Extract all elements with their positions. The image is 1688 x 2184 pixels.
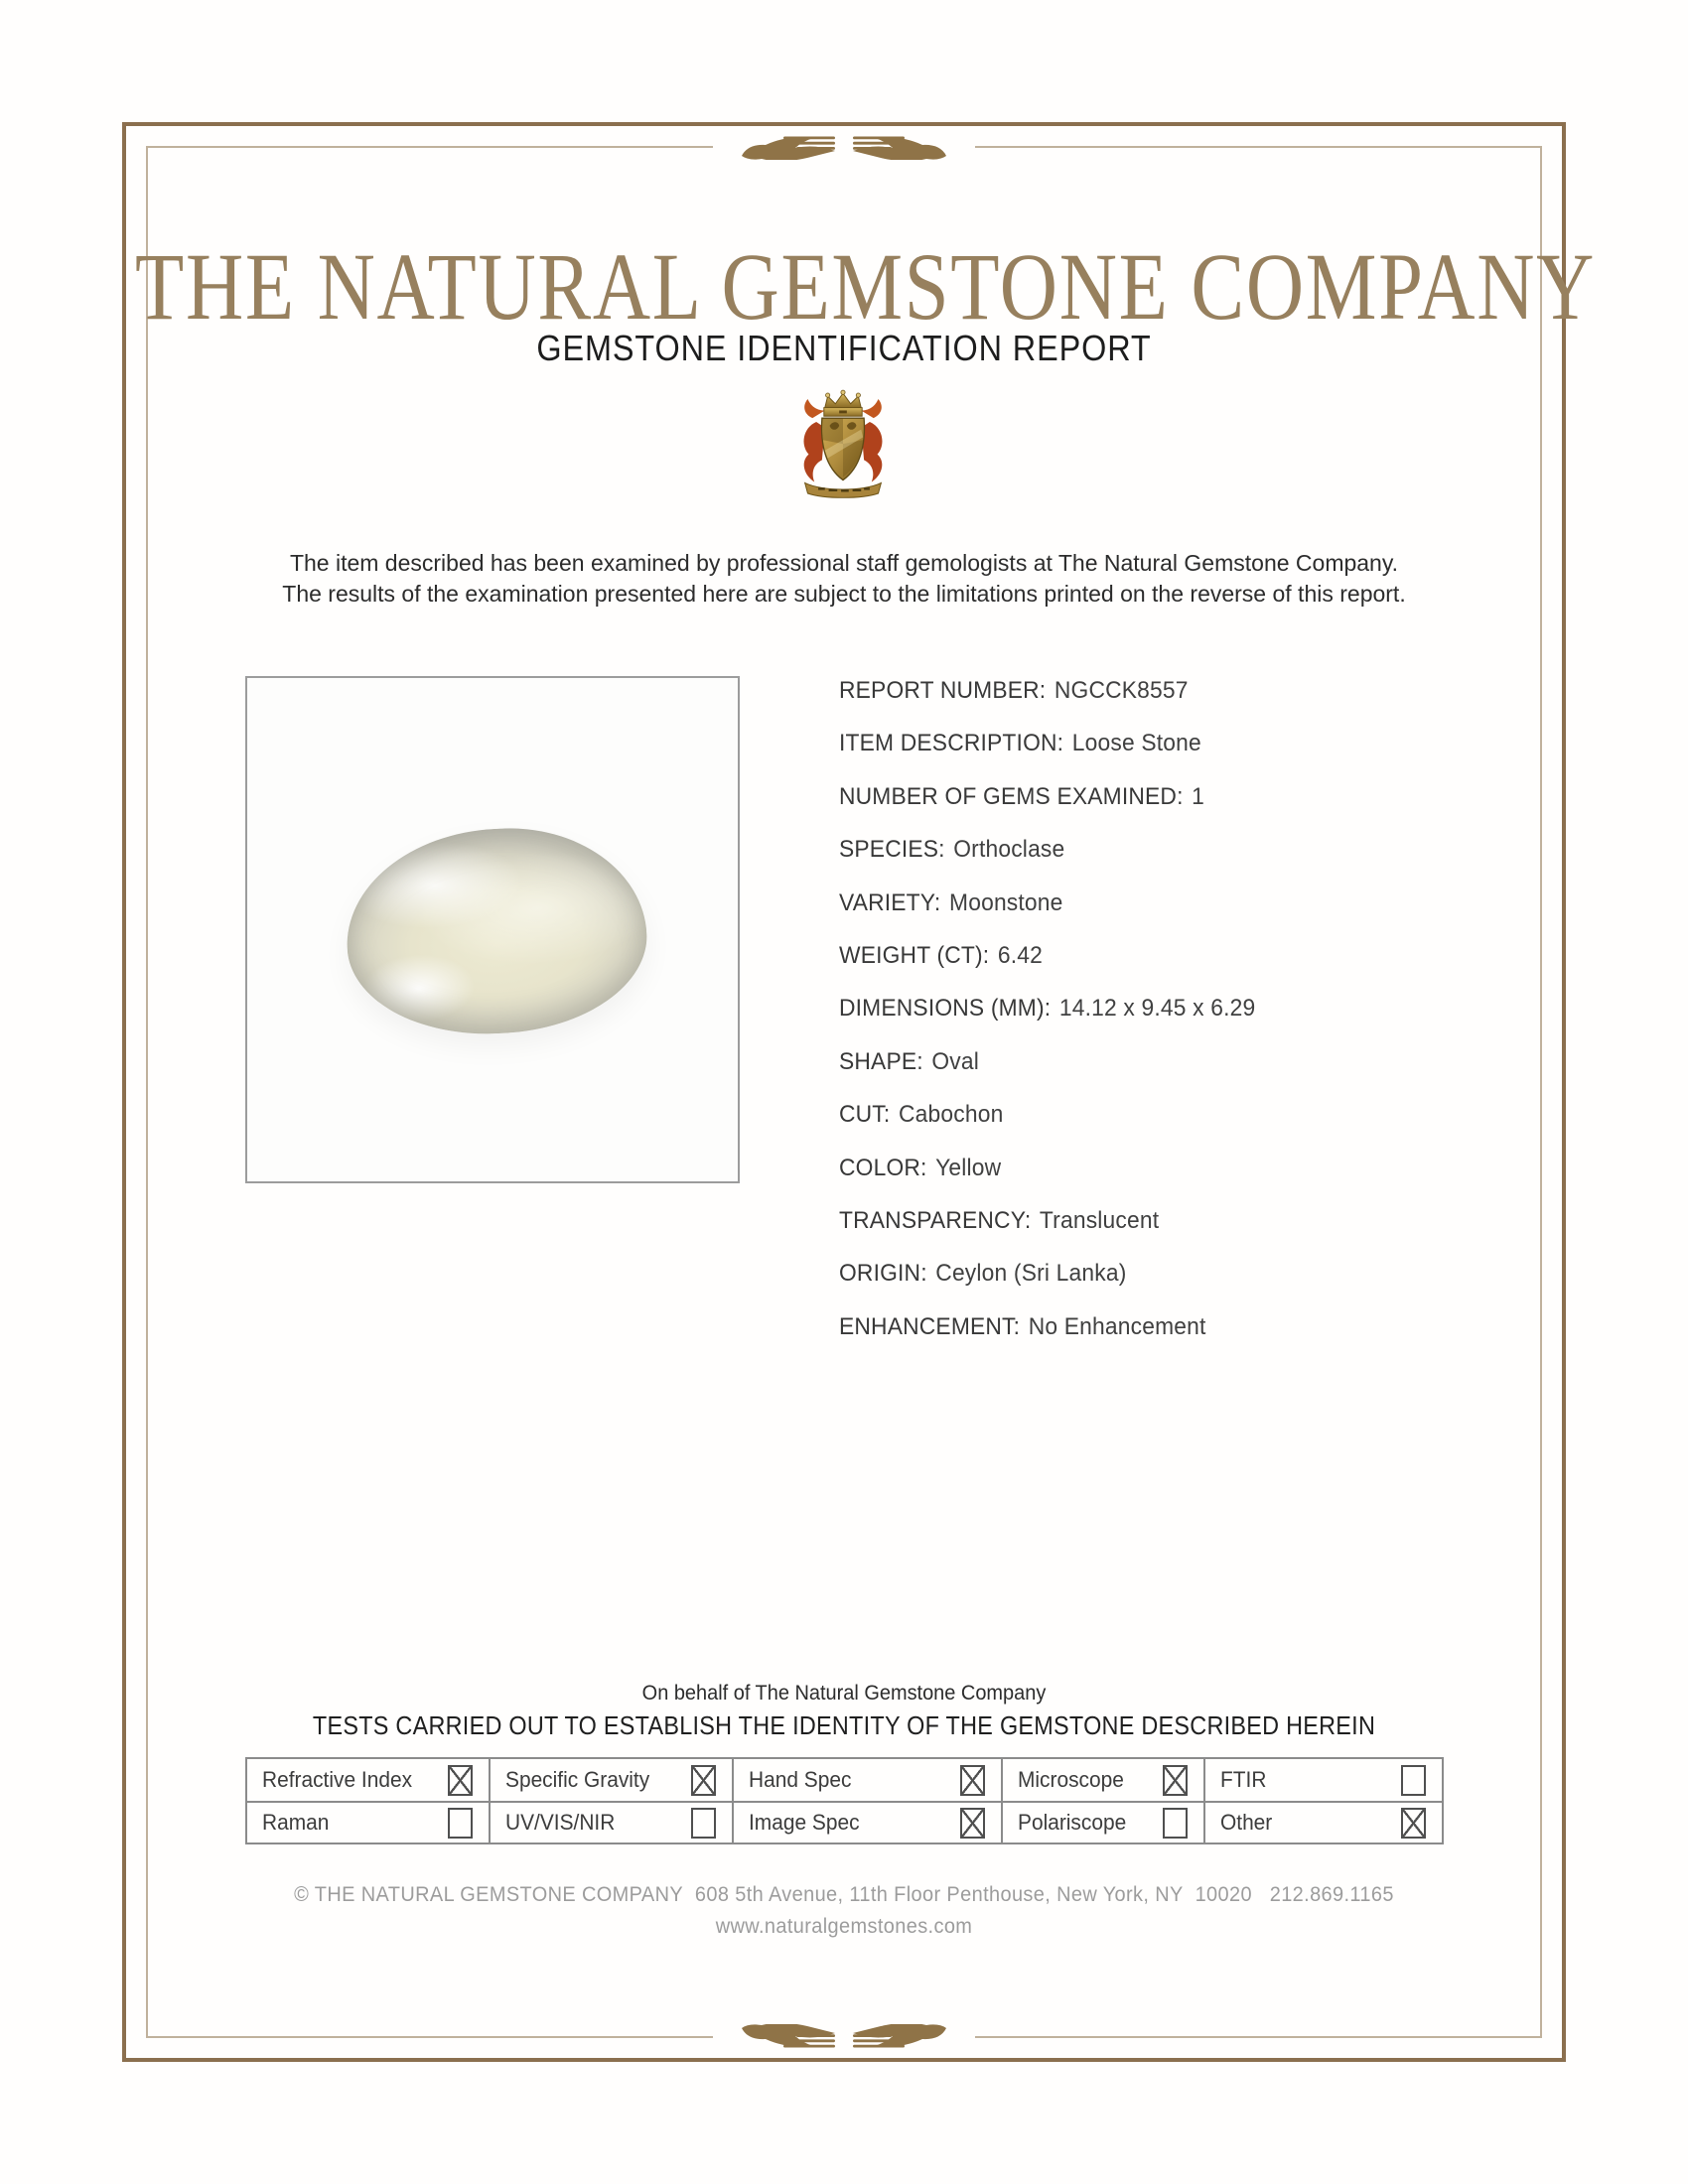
- detail-value: Oval: [931, 1047, 979, 1075]
- flourish-ornament-top-icon: [713, 130, 975, 164]
- detail-label: ITEM DESCRIPTION:: [839, 730, 1064, 757]
- test-cell-other: Other: [1203, 1801, 1442, 1843]
- test-cell-raman: Raman: [247, 1801, 489, 1843]
- flourish-swirl-icon: [742, 136, 946, 160]
- detail-row-number-of-gems: NUMBER OF GEMS EXAMINED: 1: [839, 783, 1424, 836]
- test-cell-uv-vis-nir: UV/VIS/NIR: [489, 1801, 732, 1843]
- detail-label: WEIGHT (CT):: [839, 941, 990, 969]
- detail-value: Yellow: [935, 1154, 1002, 1181]
- test-label: Specific Gravity: [505, 1767, 650, 1792]
- test-cell-refractive-index: Refractive Index: [247, 1759, 489, 1801]
- gemstone-photo-frame: [245, 676, 740, 1183]
- detail-value: Ceylon (Sri Lanka): [935, 1260, 1127, 1288]
- report-title: GEMSTONE IDENTIFICATION REPORT: [536, 328, 1152, 368]
- detail-value: 1: [1192, 782, 1205, 810]
- detail-row-variety: VARIETY: Moonstone: [839, 889, 1424, 942]
- checkbox-refractive-index-icon: [448, 1764, 473, 1796]
- detail-value: Orthoclase: [953, 836, 1065, 864]
- footer-website: www.naturalgemstones.com: [715, 1915, 973, 1938]
- detail-value: Loose Stone: [1071, 730, 1201, 757]
- detail-row-item-description: ITEM DESCRIPTION: Loose Stone: [839, 730, 1424, 782]
- intro-line-1: The item described has been examined by …: [289, 550, 1399, 576]
- checkbox-specific-gravity-icon: [691, 1764, 716, 1796]
- checkbox-image-spec-icon: [960, 1807, 985, 1839]
- test-label: FTIR: [1220, 1767, 1267, 1792]
- detail-label: VARIETY:: [839, 888, 941, 916]
- test-cell-microscope: Microscope: [1001, 1759, 1203, 1801]
- tests-heading: TESTS CARRIED OUT TO ESTABLISH THE IDENT…: [312, 1710, 1376, 1740]
- crest-icon: [803, 389, 883, 498]
- checkbox-other-icon: [1401, 1807, 1426, 1839]
- detail-label: COLOR:: [839, 1154, 927, 1181]
- test-cell-ftir: FTIR: [1203, 1759, 1442, 1801]
- detail-value: Cabochon: [898, 1101, 1004, 1129]
- test-label: Polariscope: [1018, 1810, 1127, 1835]
- test-label: Microscope: [1018, 1767, 1124, 1792]
- detail-value: No Enhancement: [1028, 1312, 1206, 1340]
- checkbox-hand-spec-icon: [960, 1764, 985, 1796]
- test-cell-polariscope: Polariscope: [1001, 1801, 1203, 1843]
- checkbox-microscope-icon: [1163, 1764, 1188, 1796]
- test-label: Raman: [262, 1810, 330, 1835]
- tests-table: Refractive Index Specific Gravity Hand S…: [245, 1757, 1444, 1844]
- detail-row-transparency: TRANSPARENCY: Translucent: [839, 1207, 1424, 1260]
- detail-row-cut: CUT: Cabochon: [839, 1101, 1424, 1154]
- company-crest-logo: [795, 389, 891, 502]
- detail-label: NUMBER OF GEMS EXAMINED:: [839, 782, 1184, 810]
- detail-label: ENHANCEMENT:: [839, 1312, 1021, 1340]
- checkbox-raman-icon: [448, 1807, 473, 1839]
- detail-value: NGCCK8557: [1054, 677, 1189, 704]
- detail-row-report-number: REPORT NUMBER: NGCCK8557: [839, 677, 1424, 730]
- on-behalf-text: On behalf of The Natural Gemstone Compan…: [641, 1682, 1047, 1705]
- footer-address: © THE NATURAL GEMSTONE COMPANY 608 5th A…: [294, 1883, 1394, 1906]
- detail-row-weight: WEIGHT (CT): 6.42: [839, 942, 1424, 995]
- detail-label: CUT:: [839, 1101, 891, 1129]
- outer-border-frame: [122, 122, 1566, 2062]
- detail-label: TRANSPARENCY:: [839, 1206, 1032, 1234]
- test-label: Image Spec: [749, 1810, 860, 1835]
- test-cell-image-spec: Image Spec: [732, 1801, 1001, 1843]
- detail-value: Translucent: [1039, 1206, 1160, 1234]
- test-label: UV/VIS/NIR: [505, 1810, 616, 1835]
- detail-label: DIMENSIONS (MM):: [839, 995, 1052, 1023]
- test-label: Hand Spec: [749, 1767, 852, 1792]
- detail-label: SHAPE:: [839, 1047, 923, 1075]
- detail-label: ORIGIN:: [839, 1260, 927, 1288]
- detail-row-origin: ORIGIN: Ceylon (Sri Lanka): [839, 1260, 1424, 1312]
- test-label: Refractive Index: [262, 1767, 413, 1792]
- detail-label: REPORT NUMBER:: [839, 677, 1047, 704]
- flourish-swirl-icon: [742, 2024, 946, 2048]
- detail-value: Moonstone: [949, 888, 1063, 916]
- detail-row-dimensions: DIMENSIONS (MM): 14.12 x 9.45 x 6.29: [839, 995, 1424, 1047]
- company-name-title: THE NATURAL GEMSTONE COMPANY: [135, 233, 1597, 340]
- checkbox-uv-vis-nir-icon: [691, 1807, 716, 1839]
- detail-label: SPECIES:: [839, 836, 945, 864]
- flourish-ornament-bottom-icon: [713, 2020, 975, 2054]
- test-cell-hand-spec: Hand Spec: [732, 1759, 1001, 1801]
- detail-row-shape: SHAPE: Oval: [839, 1048, 1424, 1101]
- report-details-list: REPORT NUMBER: NGCCK8557 ITEM DESCRIPTION…: [839, 677, 1455, 1366]
- checkbox-polariscope-icon: [1163, 1807, 1188, 1839]
- gemstone-image: [341, 821, 652, 1041]
- intro-line-2: The results of the examination presented…: [282, 581, 1406, 607]
- test-label: Other: [1220, 1810, 1273, 1835]
- detail-row-enhancement: ENHANCEMENT: No Enhancement: [839, 1313, 1424, 1366]
- detail-value: 6.42: [997, 941, 1044, 969]
- detail-value: 14.12 x 9.45 x 6.29: [1058, 995, 1256, 1023]
- detail-row-species: SPECIES: Orthoclase: [839, 836, 1424, 888]
- test-cell-specific-gravity: Specific Gravity: [489, 1759, 732, 1801]
- detail-row-color: COLOR: Yellow: [839, 1155, 1424, 1207]
- intro-paragraph: The item described has been examined by …: [0, 548, 1688, 610]
- checkbox-ftir-icon: [1401, 1764, 1426, 1796]
